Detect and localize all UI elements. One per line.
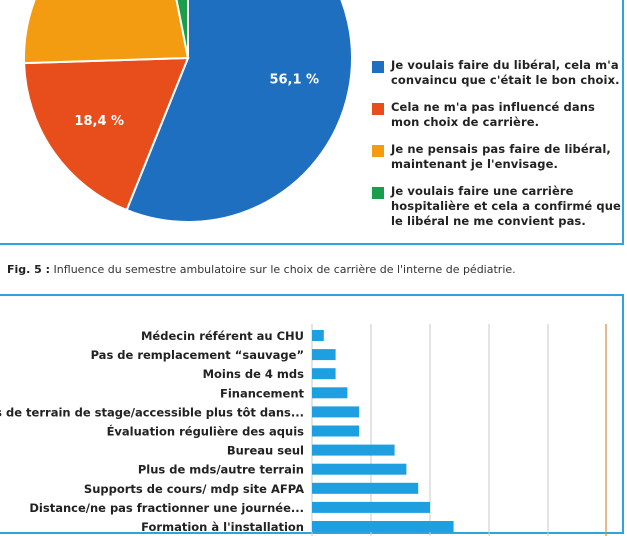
pie-slice [23, 56, 190, 212]
legend-item-pas-influence: Cela ne m'a pas influencé dans mon choix… [372, 100, 622, 130]
category-label: Évaluation régulière des aquis [107, 424, 305, 439]
pie-chart: 56,1 % 18,4 % [23, 0, 353, 223]
pie-slice [23, 0, 190, 65]
category-label: Médecin référent au CHU [141, 329, 304, 343]
category-label: Formation à l'installation [141, 520, 304, 534]
legend-item-envisage-liberal: Je ne pensais pas faire de libéral, main… [372, 142, 622, 172]
category-label: Plus de mds/autre terrain [138, 463, 304, 477]
pie-slice [175, 0, 189, 59]
bar [312, 349, 336, 361]
legend-swatch [372, 103, 384, 115]
category-label: Pas de remplacement “sauvage” [91, 348, 304, 362]
figure-number: Fig. 5 : [7, 263, 51, 276]
bar [312, 463, 407, 475]
pie-value-label: 18,4 % [74, 114, 124, 129]
legend-label: Cela ne m'a pas influencé dans mon choix… [391, 100, 595, 129]
legend-label: Je voulais faire du libéral, cela m'a co… [391, 58, 620, 87]
pie-legend: Je voulais faire du libéral, cela m'a co… [372, 58, 622, 241]
bar-chart-panel: Médecin référent au CHU Pas de remplaceme… [0, 294, 624, 536]
figure-caption: Fig. 5 : Influence du semestre ambulatoi… [7, 263, 516, 276]
bar [312, 330, 324, 341]
category-label: Moins de 4 mds [203, 367, 305, 381]
bar [312, 425, 360, 437]
legend-label: Je voulais faire une carrière hospitaliè… [391, 184, 621, 228]
category-label: Distance/ne pas fractionner une journée.… [29, 501, 304, 515]
pie-value-label: 56,1 % [269, 73, 319, 88]
legend-item-carriere-hospitaliere: Je voulais faire une carrière hospitaliè… [372, 184, 622, 229]
category-label: Supports de cours/ mdp site AFPA [84, 482, 304, 496]
legend-label: Je ne pensais pas faire de libéral, main… [391, 142, 611, 171]
bar [312, 387, 348, 399]
legend-swatch [372, 61, 384, 73]
caption-text: Influence du semestre ambulatoire sur le… [50, 263, 516, 276]
bar [312, 444, 395, 456]
bar [312, 482, 419, 494]
legend-swatch [372, 187, 384, 199]
category-label: Bureau seul [227, 444, 304, 458]
category-label: Plus de terrain de stage/accessible plus… [0, 405, 304, 419]
legend-swatch [372, 145, 384, 157]
bar-chart: Médecin référent au CHU Pas de remplaceme… [0, 324, 607, 536]
category-label: Financement [220, 386, 305, 400]
bar [312, 501, 430, 513]
bar [312, 406, 360, 418]
pie-chart-panel: 56,1 % 18,4 % Je voulais faire du libéral… [0, 0, 624, 245]
bar [312, 368, 336, 380]
legend-item-liberal-convaincu: Je voulais faire du libéral, cela m'a co… [372, 58, 622, 88]
pie-slice [125, 0, 353, 223]
bar [312, 521, 454, 532]
